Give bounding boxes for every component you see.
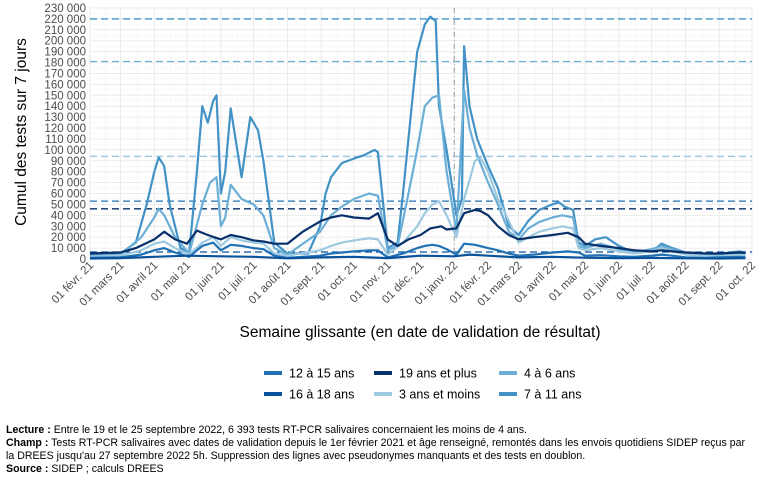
y-tick-label: 50 000 [51, 199, 86, 211]
y-tick-label: 230 000 [44, 3, 86, 15]
y-tick-label: 0 [80, 254, 86, 266]
y-tick-label: 100 000 [44, 145, 86, 157]
y-tick-label: 70 000 [51, 178, 86, 190]
y-tick-label: 170 000 [44, 68, 86, 80]
y-tick-label: 220 000 [44, 14, 86, 26]
legend-label: 3 ans et moins [399, 388, 480, 402]
y-tick-label: 160 000 [44, 79, 86, 91]
y-tick-label: 150 000 [44, 90, 86, 102]
legend-label: 12 à 15 ans [289, 367, 354, 381]
y-tick-label: 130 000 [44, 112, 86, 124]
y-tick-label: 90 000 [51, 156, 86, 168]
y-tick-label: 10 000 [51, 243, 86, 255]
y-tick-label: 40 000 [51, 210, 86, 222]
footnotes: Lecture : Entre le 19 et le 25 septembre… [6, 424, 754, 476]
reference-lines [90, 18, 752, 253]
y-tick-label: 20 000 [51, 232, 86, 244]
series-lines [89, 15, 746, 260]
y-tick-label: 120 000 [44, 123, 86, 135]
series-line [89, 208, 746, 255]
y-axis-title: Cumul des tests sur 7 jours [13, 38, 30, 226]
series-line [89, 241, 746, 259]
y-tick-label: 80 000 [51, 167, 86, 179]
y-tick-label: 60 000 [51, 189, 86, 201]
y-tick-label: 110 000 [45, 134, 86, 146]
y-tick-label: 140 000 [44, 101, 86, 113]
series-line [89, 253, 746, 260]
legend-label: 19 ans et plus [399, 367, 477, 381]
y-tick-label: 30 000 [51, 221, 86, 233]
y-tick-label: 190 000 [44, 47, 86, 59]
x-axis-title: Semaine glissante (en date de validation… [239, 324, 600, 341]
series-line [89, 15, 746, 256]
y-tick-label: 200 000 [44, 36, 86, 48]
legend-label: 4 à 6 ans [524, 367, 575, 381]
series-line [89, 88, 746, 257]
note-champ: Champ : Tests RT-PCR salivaires avec dat… [6, 437, 746, 462]
note-lecture: Lecture : Entre le 19 et le 25 septembre… [6, 424, 527, 436]
series-line [89, 156, 746, 258]
y-tick-label: 180 000 [44, 58, 86, 70]
legend: 12 à 15 ans 16 à 18 ans 19 ans et plus 3 an… [264, 367, 581, 402]
legend-label: 7 à 11 ans [524, 388, 581, 402]
legend-label: 16 à 18 ans [289, 388, 354, 402]
note-source: Source : SIDEP ; calculs DREES [6, 463, 164, 475]
y-tick-label: 210 000 [44, 25, 86, 37]
